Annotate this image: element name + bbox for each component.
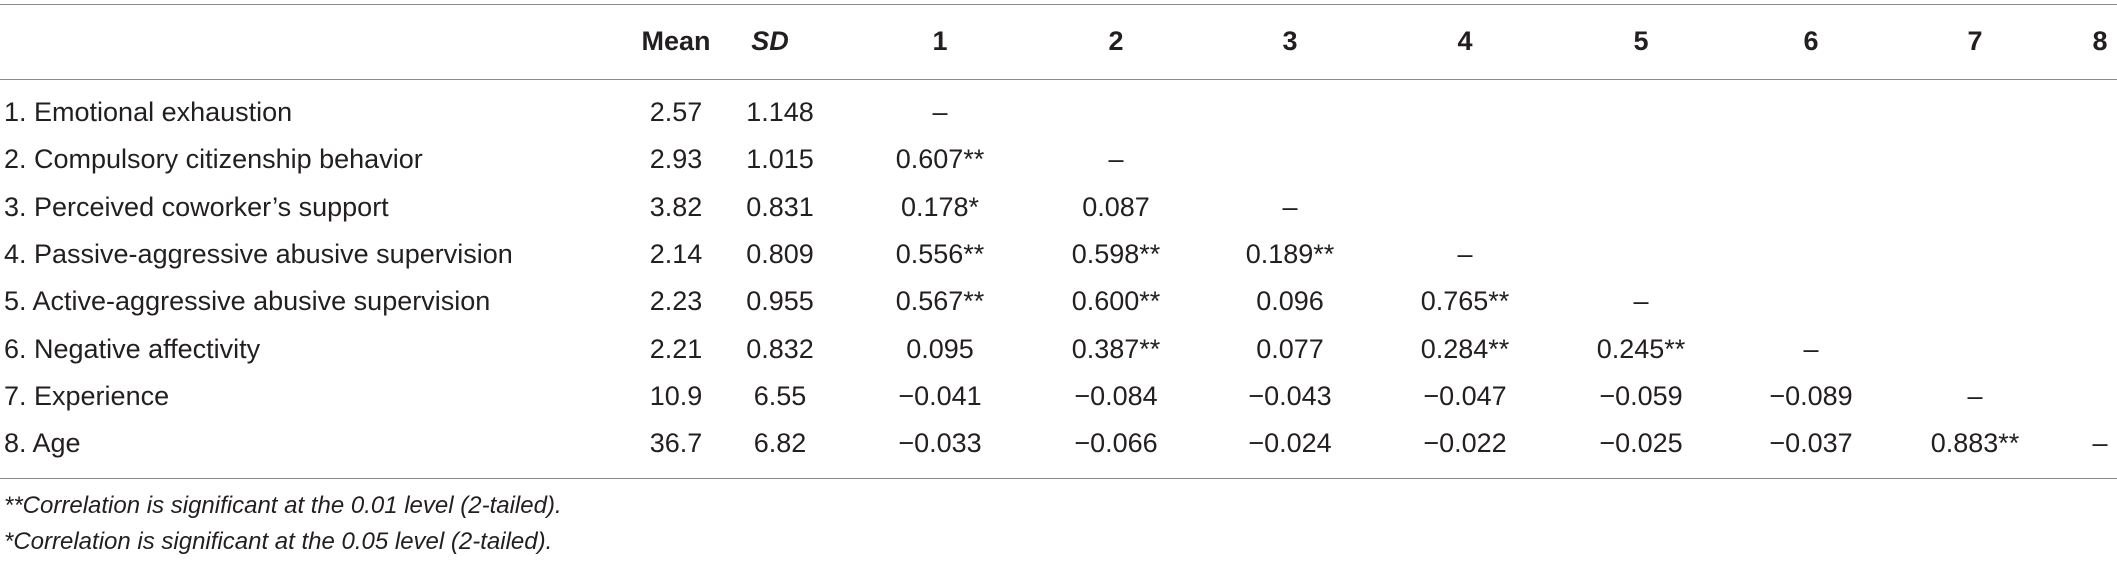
correlation-cell: −0.047 [1423,381,1507,411]
header-col-6: 6 [1803,26,1819,56]
header-col-7: 7 [1967,26,1983,56]
correlation-cell: −0.033 [898,428,982,458]
row-mean: 2.23 [649,286,703,316]
correlation-cell: 0.765** [1420,286,1510,316]
top-rule [0,4,2117,5]
correlation-cell: −0.022 [1423,428,1507,458]
header-col-4: 4 [1457,26,1473,56]
row-mean: 36.7 [649,428,703,458]
header-sd: SD [751,26,789,56]
header-rule [0,79,2117,80]
correlation-cell: – [1633,286,1649,316]
footnote-001: **Correlation is significant at the 0.01… [4,492,562,519]
row-label: 4. Passive-aggressive abusive supervisio… [4,239,513,269]
correlation-cell: – [1803,334,1819,364]
correlation-cell: −0.037 [1769,428,1853,458]
row-sd: 0.809 [746,239,814,269]
row-label: 7. Experience [4,381,170,411]
row-sd: 6.55 [753,381,807,411]
correlation-cell: 0.284** [1420,334,1510,364]
header-col-8: 8 [2092,26,2108,56]
row-label: 8. Age [4,428,81,458]
correlation-cell: 0.600** [1071,286,1161,316]
header-mean: Mean [641,26,711,56]
row-mean: 3.82 [649,192,703,222]
correlation-cell: 0.883** [1930,428,2020,458]
correlation-cell: 0.598** [1071,239,1161,269]
row-mean: 2.57 [649,97,703,127]
row-sd: 0.955 [746,286,814,316]
row-mean: 2.93 [649,144,703,174]
row-sd: 1.015 [746,144,814,174]
correlation-cell: – [1282,192,1298,222]
correlation-cell: −0.066 [1074,428,1158,458]
correlation-cell: 0.087 [1082,192,1150,222]
correlation-cell: 0.077 [1256,334,1324,364]
correlation-cell: 0.245** [1596,334,1686,364]
correlation-cell: – [2092,428,2108,458]
correlation-cell: −0.084 [1074,381,1158,411]
correlation-cell: −0.025 [1599,428,1683,458]
correlation-cell: 0.189** [1245,239,1335,269]
correlation-cell: – [1457,239,1473,269]
header-col-5: 5 [1633,26,1649,56]
row-mean: 10.9 [649,381,703,411]
correlation-cell: −0.059 [1599,381,1683,411]
footnote-005: *Correlation is significant at the 0.05 … [4,528,553,555]
correlation-cell: −0.041 [898,381,982,411]
row-label: 1. Emotional exhaustion [4,97,293,127]
correlation-cell: 0.096 [1256,286,1324,316]
correlation-cell: −0.089 [1769,381,1853,411]
row-label: 5. Active-aggressive abusive supervision [4,286,491,316]
correlation-cell: – [1108,144,1124,174]
correlation-cell: 0.567** [895,286,985,316]
correlation-cell: – [1967,381,1983,411]
correlation-cell: −0.043 [1248,381,1332,411]
correlation-cell: 0.607** [895,144,985,174]
bottom-rule [0,478,2117,479]
correlation-cell: 0.095 [906,334,974,364]
row-label: 2. Compulsory citizenship behavior [4,144,423,174]
row-mean: 2.21 [649,334,703,364]
correlation-cell: 0.178* [900,192,980,222]
correlation-cell: – [932,97,948,127]
row-mean: 2.14 [649,239,703,269]
row-sd: 6.82 [753,428,807,458]
correlation-cell: −0.024 [1248,428,1332,458]
correlation-cell: 0.556** [895,239,985,269]
header-col-2: 2 [1108,26,1124,56]
row-label: 3. Perceived coworker’s support [4,192,389,222]
header-col-1: 1 [932,26,948,56]
row-sd: 0.832 [746,334,814,364]
header-col-3: 3 [1282,26,1298,56]
row-label: 6. Negative affectivity [4,334,261,364]
correlation-cell: 0.387** [1071,334,1161,364]
row-sd: 0.831 [746,192,814,222]
row-sd: 1.148 [746,97,814,127]
